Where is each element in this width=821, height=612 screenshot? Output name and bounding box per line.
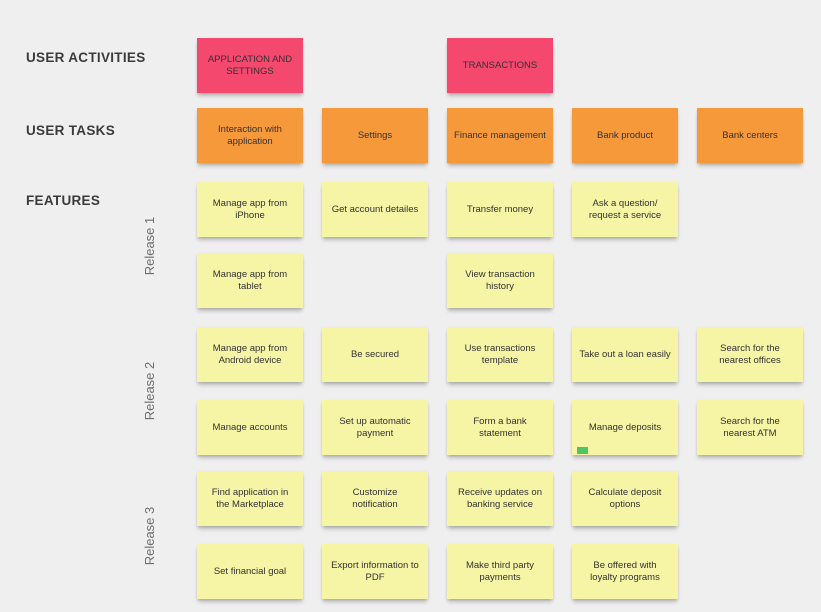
sticky-note-text: Get account detailes	[331, 203, 419, 215]
sticky-note-text: Export information to PDF	[331, 559, 419, 583]
sticky-note-text: APPLICATION AND SETTINGS	[207, 53, 293, 77]
sticky-note-text: Set financial goal	[213, 565, 287, 577]
sticky-note-text: Use transactions template	[464, 342, 536, 366]
sticky-note-feature[interactable]: Receive updates on banking service	[447, 471, 553, 526]
sticky-note-feature[interactable]: Manage accounts	[197, 400, 303, 455]
release-2-label: Release 2	[142, 361, 157, 421]
row-label-features: FEATURES	[26, 193, 101, 208]
sticky-note-text: Make third party payments	[465, 559, 535, 583]
sticky-note-task[interactable]: Bank product	[572, 108, 678, 163]
sticky-note-text: Manage accounts	[212, 421, 288, 433]
sticky-note-feature[interactable]: Set financial goal	[197, 544, 303, 599]
sticky-note-feature[interactable]: Make third party payments	[447, 544, 553, 599]
sticky-note-text: Be offered with loyalty programs	[590, 559, 660, 583]
row-label-user-activities: USER ACTIVITIES	[26, 50, 146, 65]
sticky-note-text: Set up automatic payment	[339, 415, 411, 439]
sticky-note-text: Manage app from Android device	[212, 342, 288, 366]
green-tag-marker	[577, 447, 588, 454]
sticky-note-feature[interactable]: Be offered with loyalty programs	[572, 544, 678, 599]
sticky-note-feature[interactable]: Calculate deposit options	[572, 471, 678, 526]
sticky-note-feature[interactable]: Take out a loan easily	[572, 327, 678, 382]
sticky-note-text: Search for the nearest ATM	[720, 415, 780, 439]
sticky-note-feature[interactable]: Get account detailes	[322, 182, 428, 237]
sticky-note-text: Calculate deposit options	[588, 486, 662, 510]
sticky-note-text: Ask a question/ request a service	[588, 197, 662, 221]
sticky-note-text: View transaction history	[465, 268, 535, 292]
sticky-note-feature[interactable]: Set up automatic payment	[322, 400, 428, 455]
sticky-note-text: Take out a loan easily	[579, 348, 671, 360]
sticky-note-text: Transfer money	[466, 203, 534, 215]
sticky-note-text: Settings	[357, 129, 393, 141]
sticky-note-feature[interactable]: Customize notification	[322, 471, 428, 526]
sticky-note-text: TRANSACTIONS	[462, 59, 538, 71]
sticky-note-text: Form a bank statement	[473, 415, 527, 439]
sticky-note-feature[interactable]: Form a bank statement	[447, 400, 553, 455]
sticky-note-activity[interactable]: APPLICATION AND SETTINGS	[197, 38, 303, 93]
sticky-note-task[interactable]: Bank centers	[697, 108, 803, 163]
row-label-user-tasks: USER TASKS	[26, 123, 116, 138]
sticky-note-feature[interactable]: Ask a question/ request a service	[572, 182, 678, 237]
sticky-note-feature[interactable]: Use transactions template	[447, 327, 553, 382]
sticky-note-text: Manage deposits	[588, 421, 662, 433]
sticky-note-task[interactable]: Settings	[322, 108, 428, 163]
sticky-note-text: Receive updates on banking service	[458, 486, 542, 510]
sticky-note-feature[interactable]: Search for the nearest offices	[697, 327, 803, 382]
sticky-note-feature[interactable]: Manage app from iPhone	[197, 182, 303, 237]
sticky-note-task[interactable]: Interaction with application	[197, 108, 303, 163]
sticky-note-feature[interactable]: Find application in the Marketplace	[197, 471, 303, 526]
sticky-note-text: Find application in the Marketplace	[211, 486, 289, 510]
sticky-note-activity[interactable]: TRANSACTIONS	[447, 38, 553, 93]
sticky-note-feature[interactable]: Manage app from tablet	[197, 253, 303, 308]
sticky-note-text: Finance management	[454, 129, 546, 141]
sticky-note-task[interactable]: Finance management	[447, 108, 553, 163]
sticky-note-feature[interactable]: Search for the nearest ATM	[697, 400, 803, 455]
sticky-note-text: Interaction with application	[218, 123, 282, 147]
sticky-note-text: Manage app from tablet	[212, 268, 288, 292]
sticky-note-feature[interactable]: Manage deposits	[572, 400, 678, 455]
sticky-note-feature[interactable]: View transaction history	[447, 253, 553, 308]
sticky-note-text: Search for the nearest offices	[719, 342, 781, 366]
sticky-note-text: Bank centers	[722, 129, 778, 141]
sticky-note-text: Bank product	[597, 129, 653, 141]
release-1-label: Release 1	[142, 216, 157, 276]
sticky-note-text: Customize notification	[352, 486, 398, 510]
sticky-note-feature[interactable]: Manage app from Android device	[197, 327, 303, 382]
sticky-note-feature[interactable]: Be secured	[322, 327, 428, 382]
release-3-label: Release 3	[142, 506, 157, 566]
sticky-note-text: Manage app from iPhone	[212, 197, 288, 221]
sticky-note-feature[interactable]: Transfer money	[447, 182, 553, 237]
sticky-note-feature[interactable]: Export information to PDF	[322, 544, 428, 599]
sticky-note-text: Be secured	[350, 348, 400, 360]
